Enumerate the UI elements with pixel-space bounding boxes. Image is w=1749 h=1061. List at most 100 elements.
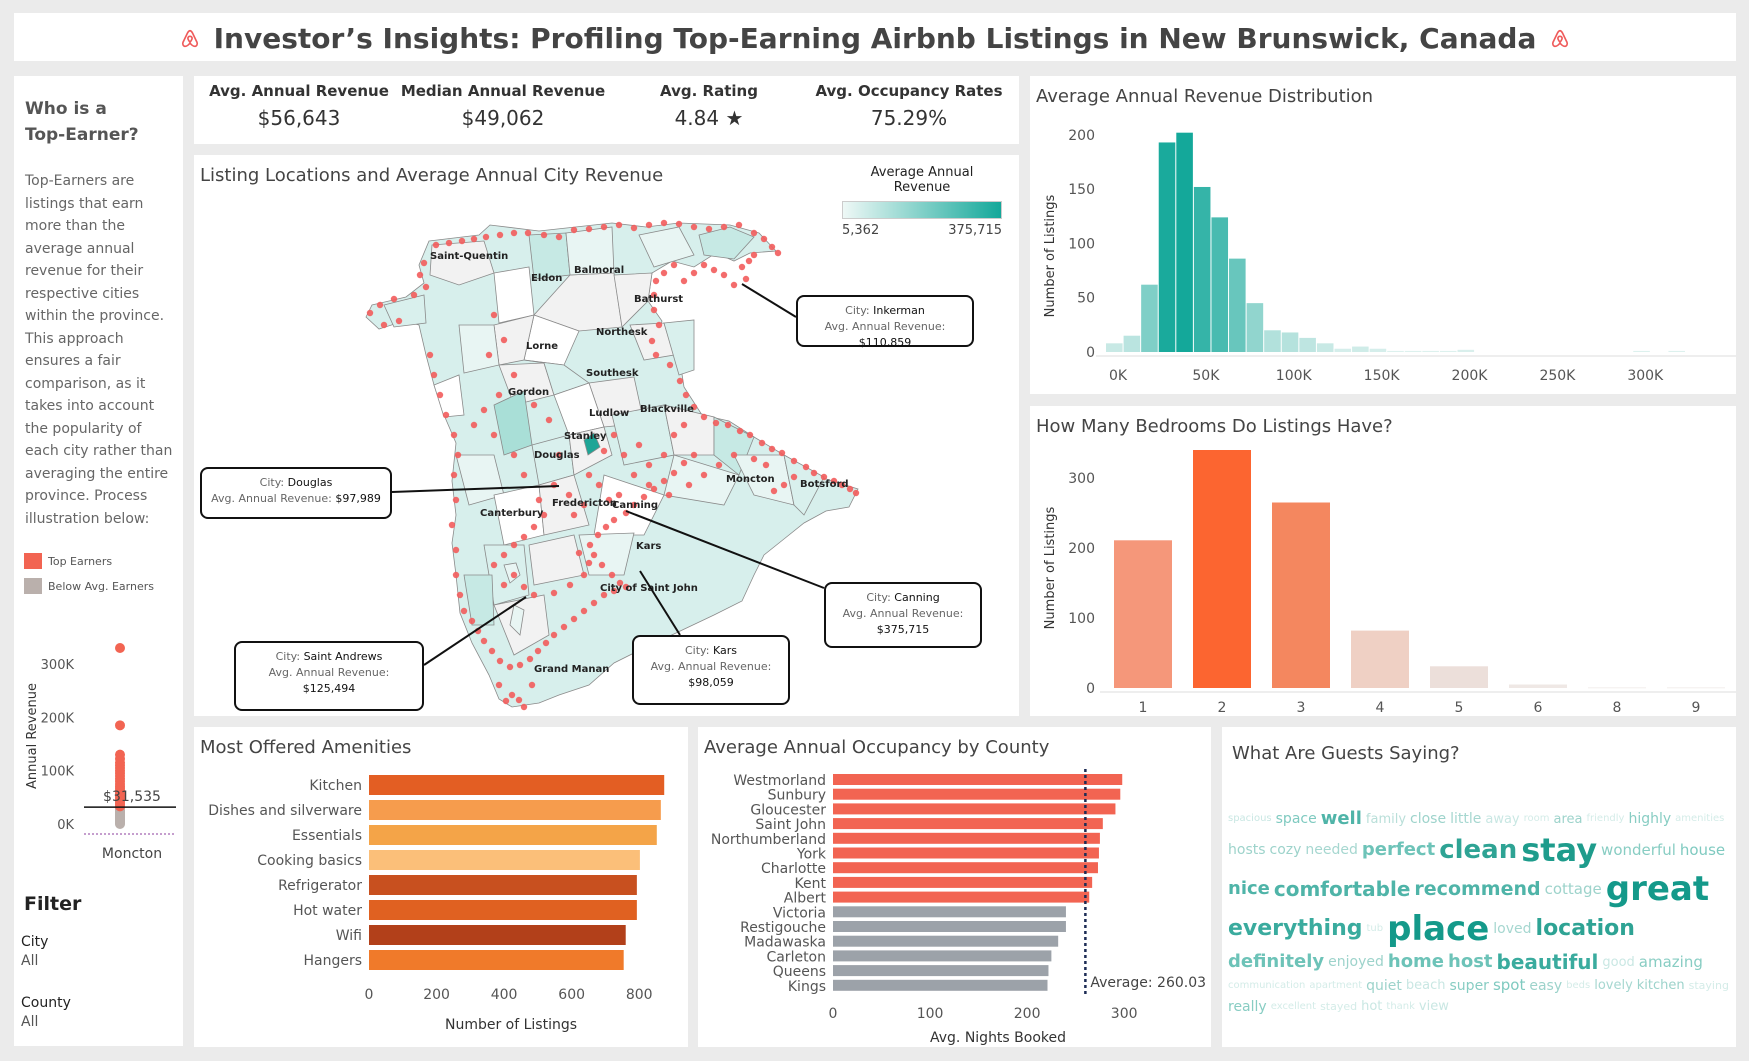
listing-dot	[560, 623, 568, 631]
filter-county-label: County	[21, 995, 71, 1011]
cloud-word: wonderful	[1601, 840, 1676, 859]
y-tick-label: 200K	[41, 711, 75, 726]
county-label: Carleton	[766, 949, 826, 965]
cloud-word: view	[1418, 999, 1449, 1014]
county-label: Victoria	[773, 905, 826, 921]
cloud-word: super	[1449, 977, 1489, 994]
county-bar	[833, 832, 1100, 844]
listing-dot	[426, 351, 434, 359]
listing-dot	[608, 571, 616, 579]
listing-dot	[635, 441, 643, 449]
airbnb-logo-icon	[1552, 29, 1569, 48]
listing-dot	[665, 491, 673, 499]
cloud-word: cozy	[1269, 842, 1302, 858]
county-bar	[833, 818, 1103, 830]
cloud-word: space	[1275, 811, 1317, 827]
listing-dot	[526, 655, 534, 663]
listing-dot	[496, 231, 504, 239]
listing-dot	[508, 691, 516, 699]
bedroom-bar	[1509, 684, 1567, 688]
listing-dot	[730, 451, 738, 459]
listing-dot	[600, 223, 608, 231]
kpi-panel: Avg. Annual Revenue $56,643 Median Annual…	[194, 76, 1019, 144]
listing-dot	[515, 696, 523, 704]
x-tick-label: 200K	[1452, 368, 1489, 384]
listing-dot	[570, 511, 578, 519]
listing-dot	[778, 449, 786, 457]
county-bar	[833, 935, 1059, 947]
histogram-bar	[1193, 186, 1211, 352]
callout-canning: City: Canning Avg. Annual Revenue: $375,…	[824, 582, 982, 648]
listing-dot	[630, 471, 638, 479]
county-label: Sunbury	[768, 788, 826, 804]
county-bar	[833, 788, 1121, 800]
listing-dot	[680, 459, 688, 467]
x-tick-label: 1	[1139, 700, 1148, 716]
x-tick-label: 6	[1534, 700, 1543, 716]
listing-dot	[590, 551, 598, 559]
cloud-word: hosts	[1228, 842, 1266, 858]
county-label: Northumberland	[711, 832, 826, 848]
county-bar	[833, 979, 1048, 991]
cloud-word: enjoyed	[1328, 954, 1384, 970]
y-tick-label: 0K	[57, 818, 74, 833]
histogram-bar	[1439, 350, 1457, 352]
kpi-median-revenue: Median Annual Revenue $49,062	[400, 82, 606, 130]
listing-dot	[550, 589, 558, 597]
data-point	[115, 749, 125, 760]
filter-county-value[interactable]: All	[21, 1014, 39, 1030]
place-label: Grand Manan	[534, 664, 609, 675]
county-bar	[833, 965, 1049, 977]
cloud-word: spot	[1492, 976, 1526, 994]
listing-dot	[482, 233, 490, 241]
filter-city-value[interactable]: All	[21, 953, 39, 969]
cloud-word: good	[1602, 954, 1635, 970]
amenity-label: Essentials	[292, 828, 362, 844]
y-tick-label: 200	[1068, 541, 1095, 557]
cloud-word: really	[1228, 998, 1267, 1015]
histogram-bar	[1633, 350, 1650, 352]
listing-dot	[630, 501, 638, 509]
listing-dot	[595, 481, 603, 489]
histogram-bar	[1106, 343, 1123, 352]
histogram-bar	[1229, 258, 1246, 352]
listing-dot	[724, 421, 732, 429]
place-label: Douglas	[534, 450, 580, 461]
legend-swatch	[24, 553, 42, 569]
listing-dot	[838, 481, 846, 489]
legend-item-below: Below Avg. Earners	[24, 578, 154, 594]
listing-dot	[660, 269, 668, 277]
cloud-word: location	[1535, 916, 1635, 941]
listing-dot	[410, 291, 418, 299]
cloud-word: amenities	[1675, 813, 1725, 824]
listing-dot	[500, 551, 508, 559]
listing-dot	[485, 351, 493, 359]
cloud-word: host	[1448, 951, 1493, 972]
listing-dot	[488, 647, 496, 655]
listing-dot	[758, 439, 766, 447]
listing-dot	[545, 416, 553, 424]
cloud-word: communication	[1228, 979, 1306, 991]
listing-dot	[745, 257, 753, 265]
county-bar	[833, 891, 1090, 903]
listing-dot	[502, 697, 510, 705]
histogram-title: Average Annual Revenue Distribution	[1036, 86, 1374, 107]
county-bar	[833, 803, 1116, 815]
place-label: Lorne	[526, 341, 558, 352]
place-label: Balmoral	[574, 265, 624, 276]
listing-dot	[380, 321, 388, 329]
amenity-bar	[369, 775, 665, 795]
histogram-bar	[1141, 284, 1158, 352]
listing-dot	[480, 637, 488, 645]
cloud-word: lovely	[1594, 978, 1633, 993]
listing-dot	[802, 463, 810, 471]
occupancy-panel: Average Annual Occupancy by County Westm…	[698, 727, 1211, 1047]
histogram-bar	[1211, 217, 1229, 352]
filter-county[interactable]: County All	[21, 995, 171, 1030]
amenity-bar	[369, 925, 626, 945]
histogram-bar	[1422, 350, 1439, 352]
nb-map[interactable]: Saint-Quentin Eldon Balmoral Bathurst No…	[194, 155, 1019, 716]
listing-dot	[630, 224, 638, 232]
filter-city[interactable]: City All	[21, 934, 171, 969]
cloud-word: home	[1387, 951, 1445, 972]
